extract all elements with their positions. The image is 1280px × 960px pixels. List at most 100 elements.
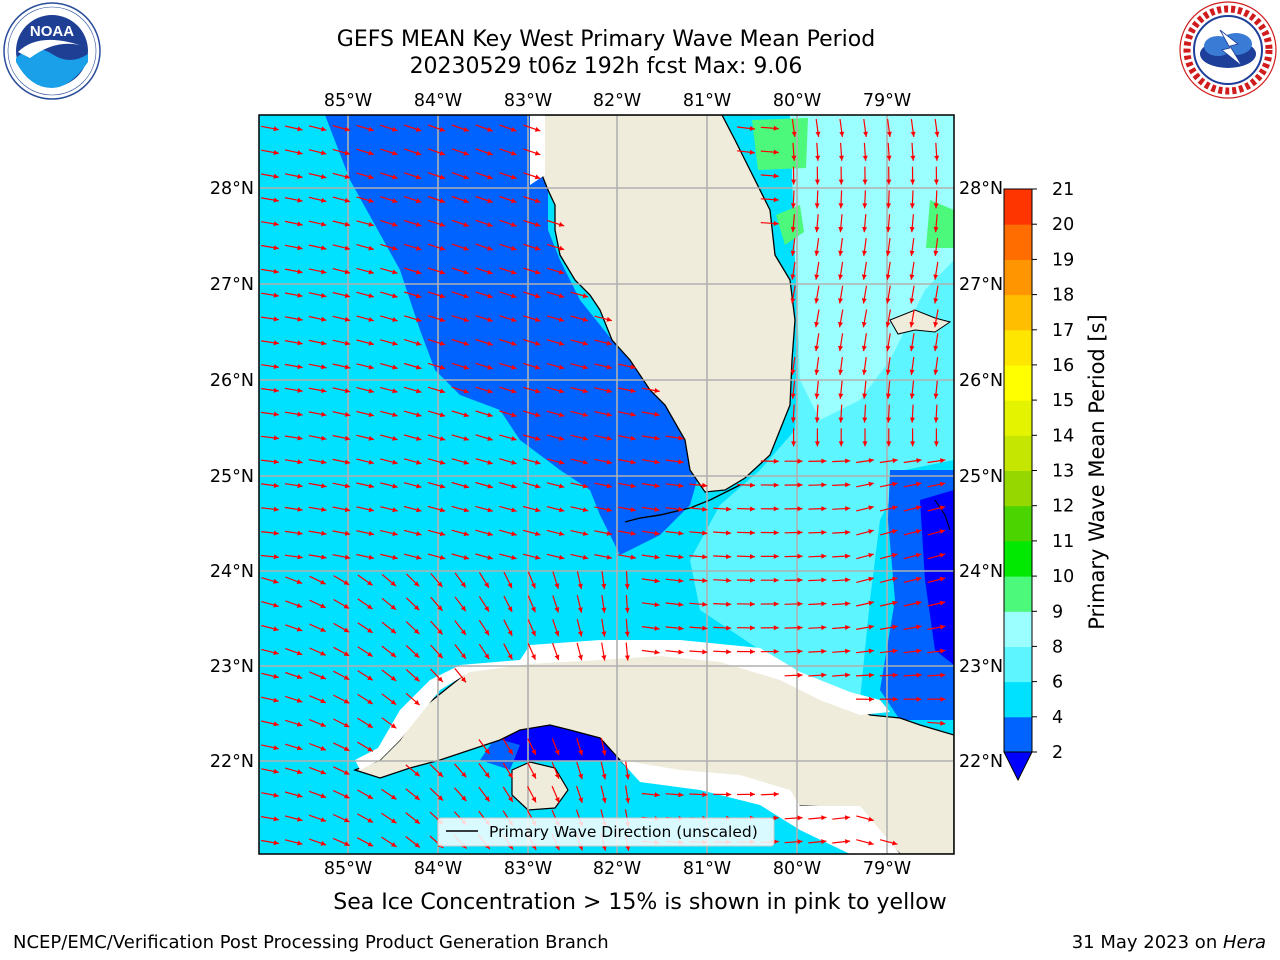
wave-direction-arrow (546, 410, 565, 418)
wave-direction-arrow (405, 812, 421, 825)
wave-direction-arrow (546, 506, 565, 513)
wave-direction-arrow (475, 386, 493, 394)
wave-direction-arrow (814, 380, 820, 399)
footer-date: 31 May 2023 on Hera (1072, 932, 1266, 953)
wave-direction-arrow (862, 380, 868, 399)
wave-direction-arrow (832, 577, 851, 583)
wave-direction-arrow (332, 458, 351, 465)
wave-direction-arrow (523, 219, 541, 227)
wave-direction-arrow (594, 530, 613, 536)
wave-direction-arrow (903, 529, 922, 536)
wave-direction-arrow (309, 695, 327, 704)
wave-direction-arrow (475, 362, 493, 370)
wave-direction-arrow (308, 766, 327, 775)
wave-direction-arrow (862, 428, 868, 447)
wave-direction-arrow (886, 119, 892, 137)
wave-direction-arrow (808, 672, 827, 678)
wave-direction-arrow (332, 554, 351, 560)
lat-label-right: 27°N (959, 275, 1003, 295)
wave-direction-arrow (308, 363, 327, 370)
wave-direction-arrow (814, 404, 820, 423)
wave-direction-arrow (261, 340, 279, 346)
wave-direction-arrow (546, 267, 565, 275)
wave-direction-arrow (478, 739, 490, 755)
wave-direction-arrow (381, 597, 397, 611)
wave-direction-arrow (284, 125, 303, 132)
wave-direction-arrow (576, 761, 583, 780)
wave-direction-arrow (380, 386, 398, 394)
wave-direction-arrow (784, 482, 803, 488)
wave-direction-arrow (332, 506, 351, 512)
wave-direction-arrow (910, 142, 916, 161)
wave-direction-arrow (625, 785, 631, 804)
wave-direction-arrow (333, 766, 350, 775)
colorbar-segment (1004, 400, 1032, 436)
wave-direction-arrow (332, 387, 351, 394)
wave-direction-arrow (665, 649, 684, 655)
colorbar-tick-label: 19 (1052, 250, 1074, 270)
wave-direction-arrow (885, 380, 891, 399)
wave-direction-arrow (285, 624, 303, 632)
wave-direction-arrow (760, 125, 779, 131)
wave-direction-arrow (527, 643, 536, 661)
wave-direction-arrow (381, 693, 397, 706)
wave-direction-arrow (499, 338, 517, 346)
wave-direction-arrow (332, 339, 351, 346)
wave-direction-arrow (641, 387, 660, 393)
wave-direction-arrow (546, 315, 565, 322)
wave-direction-arrow (499, 124, 517, 132)
wave-direction-arrow (838, 428, 844, 447)
wave-direction-arrow (927, 458, 946, 464)
wave-direction-arrow (427, 434, 446, 441)
wave-direction-arrow (499, 386, 517, 394)
wave-direction-arrow (284, 483, 303, 489)
wave-direction-arrow (380, 529, 398, 536)
vector-legend: Primary Wave Direction (unscaled) (437, 817, 775, 847)
colorbar-segment (1004, 681, 1032, 718)
wave-direction-arrow (527, 786, 537, 803)
wave-direction-arrow (404, 124, 422, 132)
wave-direction-arrow (909, 404, 915, 423)
wave-direction-arrow (784, 530, 803, 535)
wave-direction-arrow (624, 618, 630, 637)
wave-direction-arrow (784, 506, 803, 512)
wave-direction-arrow (261, 530, 279, 536)
wave-direction-arrow (570, 387, 589, 394)
colorbar-tick-label: 17 (1052, 321, 1074, 341)
wave-direction-arrow (624, 571, 630, 590)
colorbar-segment (1004, 224, 1032, 260)
wave-direction-arrow (808, 625, 827, 631)
wave-direction-arrow (356, 220, 375, 227)
wave-direction-arrow (903, 624, 922, 630)
lon-label-bottom: 80°W (773, 859, 821, 879)
wave-direction-arrow (879, 481, 898, 488)
colorbar-segment (1004, 259, 1032, 296)
lat-label-left: 24°N (210, 562, 254, 582)
wave-direction-arrow (618, 482, 636, 489)
wave-direction-arrow (308, 554, 327, 560)
wave-direction-arrow (478, 619, 490, 636)
footer-date-text: 31 May 2023 on (1071, 932, 1223, 953)
wave-direction-arrow (405, 788, 421, 801)
land-florida-keys (624, 484, 741, 523)
wave-direction-arrow (356, 315, 375, 322)
wave-direction-arrow (594, 554, 613, 560)
wave-direction-arrow (665, 578, 684, 584)
wave-direction-arrow (909, 333, 915, 352)
wave-direction-arrow (309, 647, 327, 656)
colorbar-tick-label: 15 (1052, 391, 1074, 411)
wave-direction-arrow (404, 219, 422, 227)
wave-direction-arrow (617, 530, 637, 536)
wave-direction-arrow (879, 553, 898, 560)
wave-direction-arrow (308, 411, 327, 417)
wave-direction-arrow (356, 410, 375, 417)
period-band-lt2-east (920, 490, 954, 665)
wave-direction-arrow (357, 813, 374, 824)
wave-direction-arrow (380, 124, 398, 132)
wave-direction-arrow (475, 291, 493, 299)
lon-label-bottom: 84°W (414, 859, 462, 879)
wave-direction-arrow (838, 380, 844, 399)
wave-direction-arrow (909, 238, 915, 256)
colorbar-segment (1004, 329, 1032, 366)
wave-direction-arrow (308, 292, 327, 298)
